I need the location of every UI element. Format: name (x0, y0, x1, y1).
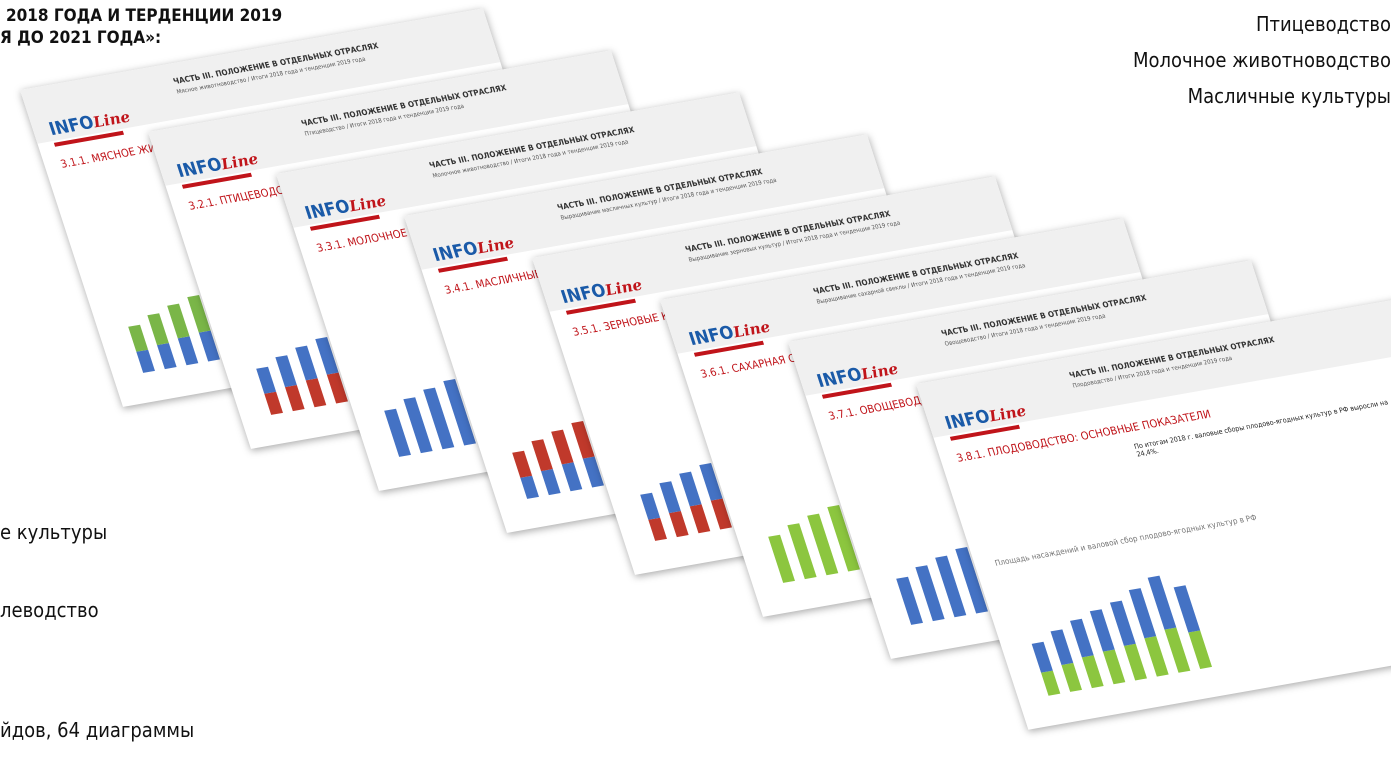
mini-bar (1109, 600, 1136, 646)
mini-bar (177, 336, 199, 366)
mini-bar (136, 350, 155, 373)
mini-bar (264, 392, 283, 415)
mini-bar (1069, 618, 1094, 658)
mini-bar (1040, 670, 1061, 696)
fragment: леводство (0, 598, 99, 622)
mini-bar (1123, 643, 1148, 681)
mini-bar (540, 468, 561, 496)
mini-bar (284, 384, 305, 412)
mini-bar (295, 345, 318, 381)
mini-bar (1147, 575, 1177, 631)
mini-bar (1164, 627, 1191, 673)
mini-bar (896, 576, 923, 625)
mini-bar (648, 518, 667, 541)
mini-bar (531, 439, 553, 471)
header-line: Я ДО 2021 ГОДА»: (0, 28, 162, 48)
mini-bar (256, 366, 277, 395)
mini-bar (1102, 649, 1126, 685)
mini-bar (1031, 641, 1053, 673)
mini-bar (640, 492, 661, 521)
mini-bar (512, 450, 533, 479)
mini-bar (679, 471, 702, 507)
list-item: Птицеводство (1255, 12, 1391, 36)
mini-bar (520, 476, 539, 499)
mini-bar (1050, 629, 1074, 665)
list-item: Масличные культуры (1187, 84, 1391, 108)
mini-bar (305, 378, 327, 408)
mini-bar (561, 462, 583, 492)
mini-bar (668, 510, 689, 538)
mini-bar (275, 355, 297, 387)
slide-text: По итогам 2018 г. валовые сборы плодово-… (1133, 398, 1390, 459)
mini-bar (1173, 584, 1200, 633)
mini-bar (156, 342, 177, 370)
mini-bar (147, 313, 169, 345)
mini-bar (768, 534, 795, 583)
fragment: йдов, 64 диаграммы (0, 718, 195, 742)
mini-bar (1089, 609, 1115, 652)
mini-bar (128, 324, 149, 353)
fragment: е культуры (0, 520, 108, 544)
mini-bar (1128, 588, 1157, 638)
mini-bar (1188, 629, 1213, 669)
mini-bar (1061, 662, 1083, 692)
mini-bar (1144, 635, 1169, 677)
list-item: Молочное животноводство (1132, 48, 1391, 72)
mini-bar (1081, 655, 1104, 689)
mini-bar (167, 303, 190, 339)
mini-bar (551, 429, 574, 465)
mini-bar (689, 504, 711, 534)
header-line: 2018 ГОДА И ТЕРДЕНЦИИ 2019 (6, 6, 283, 26)
chart-title: Площадь насаждений и валовой сбор плодов… (993, 513, 1258, 568)
mini-bar (384, 408, 411, 457)
mini-bar (659, 481, 681, 513)
